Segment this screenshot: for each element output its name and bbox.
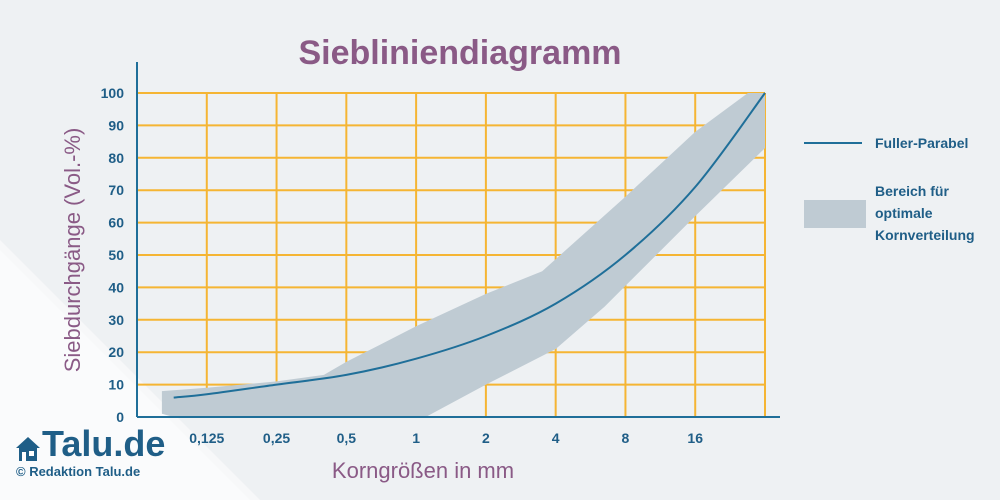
x-tick-label: 8: [622, 430, 630, 446]
legend-area-swatch: [804, 200, 866, 228]
y-tick-label: 70: [108, 182, 124, 198]
y-tick-label: 50: [108, 247, 124, 263]
grid: [137, 92, 766, 417]
fuller-curve: [173, 92, 766, 399]
legend-area-label-2: optimale: [875, 205, 933, 221]
optimal-range-band: [161, 93, 765, 417]
logo-copyright: © Redaktion Talu.de: [16, 464, 141, 479]
legend: Fuller-Parabel Bereich für optimale Korn…: [804, 135, 975, 243]
axes: [136, 62, 780, 418]
y-tick-label: 60: [108, 215, 124, 231]
x-axis-label: Korngrößen in mm: [332, 458, 514, 483]
house-icon: [16, 437, 40, 461]
legend-line-label: Fuller-Parabel: [875, 135, 968, 151]
background-triangle-inner: [0, 250, 250, 500]
legend-area-label-1: Bereich für: [875, 183, 949, 199]
x-tick-label: 0,5: [337, 430, 357, 446]
y-tick-labels: 0 10 20 30 40 50 60 70 80 90 100: [101, 85, 125, 425]
chart-title: Siebliniendiagramm: [298, 34, 621, 72]
legend-area-label-3: Kornverteilung: [875, 227, 975, 243]
y-tick-label: 100: [101, 85, 125, 101]
y-tick-label: 30: [108, 312, 124, 328]
logo-brand: Talu.de: [42, 423, 166, 464]
y-tick-label: 40: [108, 279, 124, 295]
x-tick-label: 0,25: [263, 430, 290, 446]
y-tick-label: 20: [108, 344, 124, 360]
talu-logo: Talu.de © Redaktion Talu.de: [16, 426, 165, 479]
y-tick-label: 10: [108, 377, 124, 393]
x-tick-label: 16: [687, 430, 703, 446]
x-tick-label: 1: [412, 430, 420, 446]
y-tick-label: 80: [108, 150, 124, 166]
optimal-range-area: [161, 93, 765, 417]
fuller-parabola-line: [173, 92, 766, 399]
x-tick-labels: 0,125 0,25 0,5 1 2 4 8 16: [189, 430, 703, 446]
y-tick-label: 90: [108, 117, 124, 133]
x-tick-label: 4: [552, 430, 560, 446]
x-tick-label: 0,125: [189, 430, 224, 446]
y-axis-label: Siebdurchgänge (Vol.-%): [60, 128, 85, 373]
y-tick-label: 0: [116, 409, 124, 425]
x-tick-label: 2: [482, 430, 490, 446]
